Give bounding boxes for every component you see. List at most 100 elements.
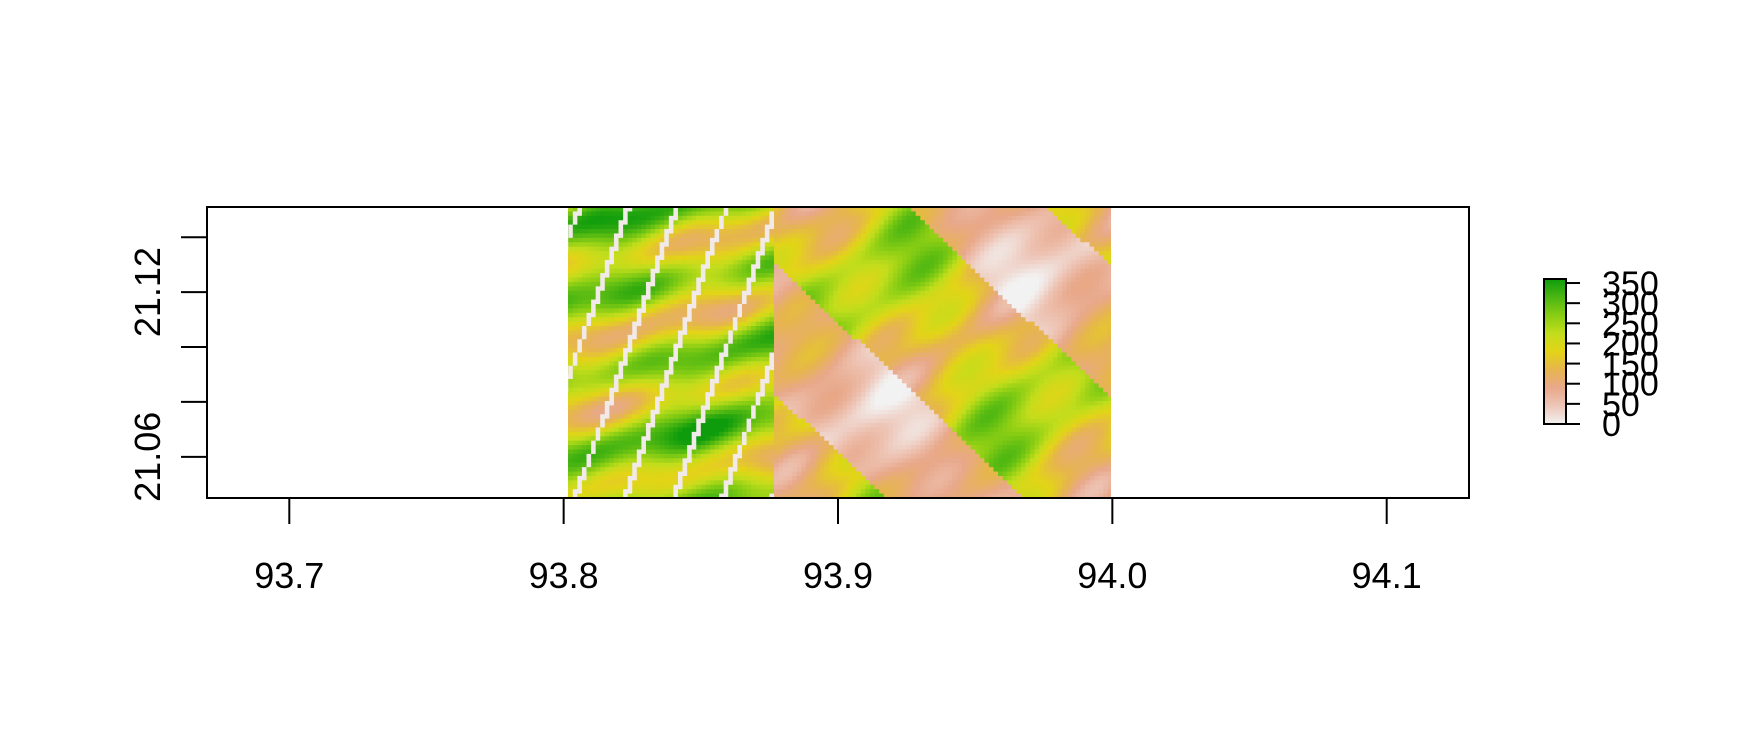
- raster-cell: [833, 286, 839, 292]
- raster-cell: [1052, 215, 1059, 221]
- raster-cell: [668, 365, 674, 371]
- raster-cell: [943, 312, 949, 318]
- raster-cell: [911, 224, 917, 230]
- raster-cell: [760, 343, 766, 349]
- raster-cell: [1052, 211, 1059, 217]
- raster-cell: [970, 343, 976, 349]
- raster-cell: [645, 308, 652, 314]
- raster-cell: [824, 246, 830, 252]
- raster-cell: [1103, 308, 1109, 314]
- raster-cell: [1025, 321, 1031, 327]
- raster-cell: [600, 290, 606, 296]
- raster-cell: [755, 207, 761, 213]
- raster-cell: [655, 237, 661, 243]
- raster-cell: [709, 387, 716, 393]
- raster-cell: [783, 229, 789, 235]
- raster-cell: [591, 330, 597, 336]
- raster-cell: [1007, 374, 1013, 380]
- raster-cell: [984, 317, 990, 323]
- raster-cell: [924, 365, 931, 371]
- raster-cell: [760, 334, 766, 340]
- raster-cell: [1043, 326, 1049, 332]
- raster-cell: [819, 348, 825, 354]
- raster-cell: [664, 207, 670, 213]
- raster-cell: [1043, 211, 1049, 217]
- raster-cell: [732, 356, 738, 362]
- raster-cell: [924, 233, 931, 239]
- raster-cell: [838, 233, 844, 239]
- raster-cell: [645, 339, 652, 345]
- raster-cell: [915, 233, 921, 239]
- raster-cell: [966, 229, 972, 235]
- raster-cell: [819, 365, 825, 371]
- raster-cell: [755, 281, 761, 287]
- raster-cell: [1030, 251, 1036, 257]
- raster-cell: [1094, 356, 1100, 362]
- raster-cell: [838, 304, 844, 310]
- raster-cell: [874, 255, 880, 261]
- raster-cell: [1007, 326, 1013, 332]
- raster-cell: [902, 237, 908, 243]
- raster-cell: [938, 273, 944, 279]
- raster-cell: [700, 224, 706, 230]
- raster-cell: [865, 343, 871, 349]
- raster-cell: [650, 356, 656, 362]
- raster-cell: [778, 365, 784, 371]
- raster-cell: [975, 295, 981, 301]
- raster-cell: [783, 330, 789, 336]
- raster-cell: [636, 264, 642, 270]
- raster-cell: [773, 361, 780, 367]
- raster-cell: [682, 259, 688, 265]
- raster-cell: [993, 370, 999, 376]
- raster-cell: [696, 387, 702, 393]
- raster-cell: [883, 361, 889, 367]
- raster-cell: [920, 211, 926, 217]
- raster-cell: [682, 378, 688, 384]
- raster-cell: [833, 255, 839, 261]
- raster-cell: [938, 383, 944, 389]
- raster-cell: [604, 374, 610, 380]
- raster-cell: [751, 251, 757, 257]
- raster-cell: [728, 246, 734, 252]
- raster-cell: [993, 374, 999, 380]
- raster-cell: [764, 312, 771, 318]
- raster-cell: [769, 330, 775, 336]
- raster-cell: [636, 273, 642, 279]
- raster-cell: [819, 281, 825, 287]
- raster-cell: [655, 268, 661, 274]
- raster-cell: [838, 339, 844, 345]
- raster-cell: [966, 370, 972, 376]
- raster-cell: [1048, 295, 1054, 301]
- raster-cell: [1048, 229, 1054, 235]
- raster-cell: [984, 370, 990, 376]
- raster-cell: [815, 211, 821, 217]
- raster-cell: [682, 321, 688, 327]
- raster-cell: [1103, 295, 1109, 301]
- raster-cell: [645, 343, 652, 349]
- raster-cell: [847, 387, 853, 393]
- raster-cell: [572, 308, 578, 314]
- raster-cell: [1007, 378, 1013, 384]
- raster-cell: [787, 295, 793, 301]
- raster-cell: [870, 281, 876, 287]
- raster-cell: [696, 343, 702, 349]
- raster-cell: [591, 211, 597, 217]
- raster-cell: [851, 290, 857, 296]
- raster-cell: [1002, 273, 1008, 279]
- raster-cell: [920, 339, 926, 345]
- raster-cell: [732, 321, 738, 327]
- raster-cell: [1098, 220, 1104, 226]
- raster-cell: [1071, 374, 1077, 380]
- raster-cell: [723, 383, 729, 389]
- raster-cell: [1075, 321, 1081, 327]
- raster-cell: [929, 299, 935, 305]
- raster-cell: [769, 321, 775, 327]
- raster-cell: [673, 220, 679, 226]
- raster-cell: [1084, 370, 1091, 376]
- raster-cell: [920, 295, 926, 301]
- raster-cell: [906, 242, 912, 248]
- raster-cell: [874, 273, 880, 279]
- raster-cell: [860, 365, 867, 371]
- raster-cell: [966, 281, 972, 287]
- raster-cell: [723, 299, 729, 305]
